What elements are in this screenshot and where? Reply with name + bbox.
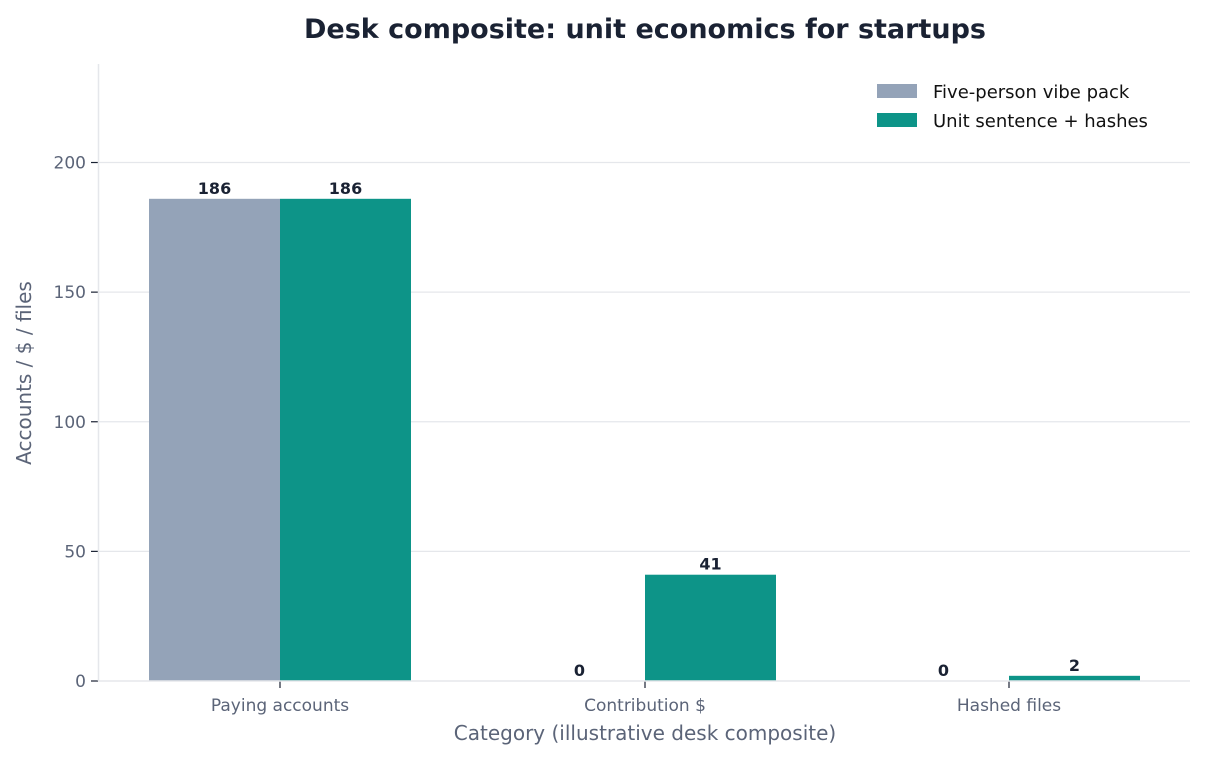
x-tick-label: Hashed files (957, 696, 1061, 716)
bar-unit-sentence-2 (1009, 675, 1140, 681)
data-label: 2 (1069, 656, 1080, 675)
y-tick-label: 100 (54, 413, 86, 433)
y-tick-label: 200 (54, 154, 86, 174)
data-label: 186 (198, 179, 231, 198)
bar-unit-sentence-0 (280, 198, 411, 682)
chart-title: Desk composite: unit economics for start… (304, 14, 986, 45)
legend: Five-person vibe pack Unit sentence + has… (877, 82, 1148, 132)
x-tick-label: Contribution $ (584, 696, 706, 716)
y-tick-label: 50 (64, 542, 86, 562)
legend-swatch (877, 113, 917, 127)
legend-label: Unit sentence + hashes (933, 111, 1148, 132)
bar-vibe-pack-0 (149, 198, 280, 682)
data-label: 0 (938, 661, 949, 680)
y-axis-ticks: 0 50 100 150 200 (54, 154, 98, 692)
legend-swatch (877, 84, 917, 98)
data-label: 186 (329, 179, 362, 198)
x-axis-ticks: Paying accounts Contribution $ Hashed file… (211, 681, 1061, 716)
data-label: 0 (574, 661, 585, 680)
data-label: 41 (699, 555, 721, 574)
x-axis-label: Category (illustrative desk composite) (454, 721, 836, 745)
bar-unit-sentence-1 (645, 574, 776, 681)
bars (149, 198, 1140, 682)
data-labels: 186 0 0 186 41 2 (198, 179, 1080, 680)
y-tick-label: 0 (75, 672, 86, 692)
y-axis-label: Accounts / $ / files (12, 281, 36, 465)
legend-label: Five-person vibe pack (933, 82, 1130, 103)
y-tick-label: 150 (54, 283, 86, 303)
x-tick-label: Paying accounts (211, 696, 349, 716)
